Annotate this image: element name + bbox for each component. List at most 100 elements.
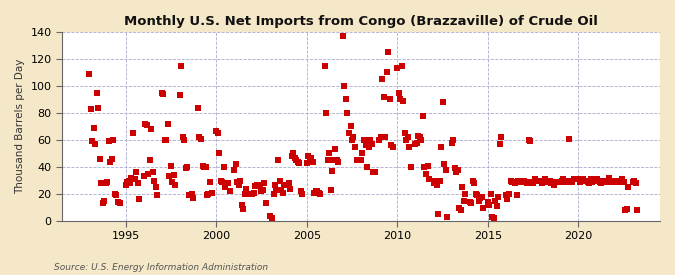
Point	[232, 180, 243, 184]
Point	[368, 170, 379, 175]
Point	[179, 138, 190, 142]
Point	[568, 177, 579, 181]
Point	[392, 66, 403, 71]
Point	[564, 136, 575, 141]
Point	[414, 135, 425, 139]
Point	[178, 135, 188, 139]
Point	[238, 207, 248, 211]
Point	[410, 142, 421, 146]
Point	[192, 105, 203, 110]
Point	[129, 177, 140, 181]
Point	[267, 216, 277, 221]
Point	[158, 92, 169, 96]
Point	[431, 182, 442, 187]
Point	[422, 163, 433, 168]
Point	[87, 139, 98, 144]
Point	[240, 192, 250, 196]
Point	[428, 181, 439, 185]
Point	[495, 142, 506, 146]
Point	[402, 135, 413, 139]
Point	[502, 197, 513, 202]
Point	[363, 145, 374, 149]
Point	[477, 194, 487, 199]
Point	[128, 131, 138, 136]
Point	[211, 128, 221, 133]
Point	[169, 173, 180, 177]
Point	[346, 138, 357, 142]
Point	[478, 205, 489, 210]
Point	[333, 160, 344, 164]
Point	[284, 181, 294, 185]
Point	[152, 193, 163, 197]
Point	[501, 193, 512, 197]
Point	[378, 95, 389, 99]
Point	[274, 178, 285, 183]
Point	[275, 188, 286, 192]
Point	[433, 212, 443, 216]
Point	[380, 135, 391, 139]
Point	[95, 157, 105, 161]
Point	[593, 178, 603, 183]
Point	[197, 163, 208, 168]
Point	[101, 181, 111, 185]
Point	[622, 207, 632, 211]
Point	[356, 158, 367, 163]
Point	[484, 203, 495, 207]
Point	[174, 93, 185, 98]
Point	[223, 181, 234, 185]
Point	[466, 201, 477, 206]
Point	[473, 199, 484, 203]
Point	[394, 90, 404, 95]
Point	[108, 138, 119, 142]
Point	[549, 182, 560, 187]
Point	[146, 127, 157, 131]
Point	[247, 192, 258, 196]
Point	[470, 192, 481, 196]
Point	[319, 64, 330, 68]
Point	[134, 197, 144, 202]
Point	[362, 165, 373, 169]
Point	[421, 172, 431, 176]
Point	[248, 191, 259, 195]
Point	[176, 64, 187, 68]
Point	[93, 105, 104, 110]
Point	[113, 200, 124, 204]
Point	[339, 84, 350, 88]
Point	[508, 180, 519, 184]
Point	[401, 138, 412, 142]
Point	[234, 182, 244, 187]
Point	[122, 180, 132, 184]
Point	[448, 138, 458, 142]
Point	[261, 201, 271, 206]
Point	[350, 145, 360, 149]
Point	[597, 178, 608, 183]
Y-axis label: Thousand Barrels per Day: Thousand Barrels per Day	[15, 59, 25, 194]
Point	[533, 178, 543, 183]
Point	[107, 157, 117, 161]
Title: Monthly U.S. Net Imports from Congo (Brazzaville) of Crude Oil: Monthly U.S. Net Imports from Congo (Bra…	[124, 15, 598, 28]
Point	[599, 178, 610, 183]
Point	[547, 180, 558, 184]
Point	[323, 158, 333, 163]
Point	[439, 162, 450, 166]
Point	[558, 177, 569, 181]
Point	[125, 181, 136, 185]
Point	[157, 90, 167, 95]
Point	[567, 180, 578, 184]
Point	[545, 178, 556, 183]
Point	[529, 177, 540, 181]
Point	[309, 191, 320, 195]
Point	[105, 160, 116, 164]
Point	[451, 170, 462, 175]
Point	[524, 139, 535, 144]
Point	[576, 178, 587, 183]
Point	[235, 178, 246, 183]
Point	[99, 199, 110, 203]
Point	[273, 158, 284, 163]
Point	[556, 178, 567, 183]
Point	[224, 189, 235, 194]
Point	[383, 50, 394, 54]
Point	[400, 131, 410, 136]
Point	[566, 178, 576, 183]
Point	[458, 199, 469, 203]
